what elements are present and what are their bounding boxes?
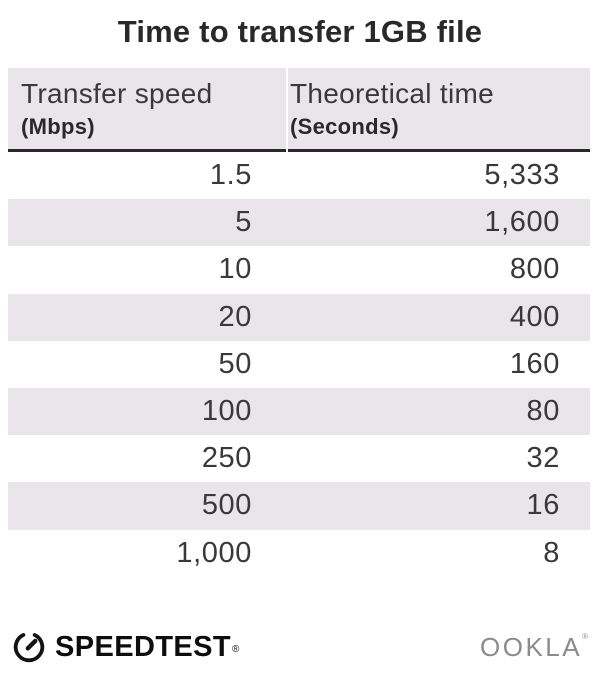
table-body: 1.5 5,333 5 1,600 10 800 20 400 50 160 1… bbox=[8, 152, 590, 577]
speed-value: 20 bbox=[218, 300, 252, 333]
header-cell-theoretical-time: Theoretical time (Seconds) bbox=[288, 68, 590, 152]
ookla-logo: OOKLA® bbox=[480, 632, 588, 663]
transfer-time-table: Transfer speed (Mbps) Theoretical time (… bbox=[8, 68, 590, 577]
table-row: 250 32 bbox=[8, 435, 590, 483]
table-row: 500 16 bbox=[8, 482, 590, 530]
column-unit-mbps: (Mbps) bbox=[21, 114, 95, 139]
time-value: 800 bbox=[509, 253, 560, 286]
speedtest-wordmark: SPEEDTEST bbox=[55, 630, 232, 663]
time-value: 400 bbox=[509, 300, 560, 333]
speedtest-gauge-icon bbox=[13, 633, 45, 663]
time-value: 32 bbox=[526, 442, 560, 475]
speed-value: 500 bbox=[201, 489, 252, 522]
table-row: 10 800 bbox=[8, 246, 590, 294]
page-title: Time to transfer 1GB file bbox=[117, 14, 483, 49]
table-row: 50 160 bbox=[8, 340, 590, 388]
table-row: 1,000 8 bbox=[8, 529, 590, 577]
time-value: 80 bbox=[526, 394, 560, 427]
speed-value: 1.5 bbox=[209, 159, 252, 191]
speed-value: 5 bbox=[235, 206, 252, 239]
column-label-theoretical-time: Theoretical time bbox=[290, 78, 494, 109]
speed-value: 250 bbox=[201, 442, 252, 475]
table-row: 100 80 bbox=[8, 387, 590, 436]
time-value: 1,600 bbox=[484, 206, 560, 239]
speed-value: 1,000 bbox=[176, 536, 252, 569]
speed-value: 10 bbox=[218, 253, 252, 286]
table-row: 5 1,600 bbox=[8, 199, 590, 247]
table-header-row: Transfer speed (Mbps) Theoretical time (… bbox=[8, 68, 590, 152]
ookla-wordmark: OOKLA bbox=[480, 631, 583, 662]
time-value: 5,333 bbox=[484, 159, 560, 191]
column-unit-seconds: (Seconds) bbox=[290, 114, 400, 139]
registered-trademark-icon: ® bbox=[232, 643, 240, 655]
time-value: 16 bbox=[526, 489, 560, 522]
speed-value: 100 bbox=[201, 394, 252, 427]
ookla-registered-mark-icon: ® bbox=[582, 631, 588, 641]
footer: SPEEDTEST ® OOKLA® bbox=[10, 626, 588, 668]
time-value: 8 bbox=[543, 536, 560, 569]
column-label-transfer-speed: Transfer speed bbox=[21, 78, 213, 109]
time-value: 160 bbox=[509, 347, 560, 380]
header-cell-transfer-speed: Transfer speed (Mbps) bbox=[8, 68, 286, 152]
table-row: 20 400 bbox=[8, 293, 590, 341]
speed-value: 50 bbox=[218, 347, 252, 380]
speedtest-logo: SPEEDTEST ® bbox=[10, 628, 240, 666]
table-row: 1.5 5,333 bbox=[8, 152, 590, 200]
